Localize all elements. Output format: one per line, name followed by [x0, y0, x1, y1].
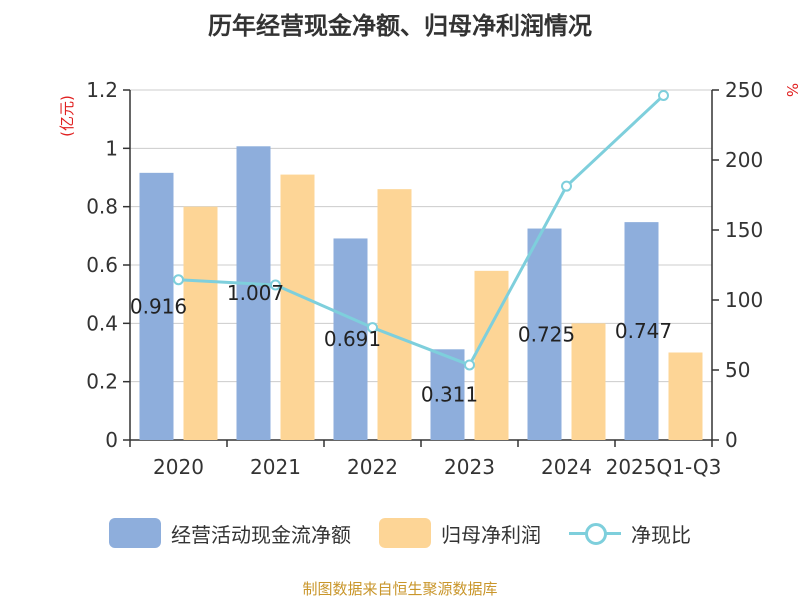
y-right-unit-label: %	[783, 83, 800, 97]
bar-net-profit	[475, 271, 509, 440]
point-ratio	[562, 182, 571, 191]
legend-swatch-cashflow	[109, 518, 161, 548]
chart-legend: 经营活动现金流净额 归母净利润 净现比	[0, 518, 800, 548]
legend-item-cashflow: 经营活动现金流净额	[109, 518, 351, 548]
y-right-tick-label: 50	[725, 358, 750, 382]
y-right-tick-label: 250	[725, 78, 763, 102]
x-tick-label: 2024	[541, 455, 592, 479]
y-left-tick-label: 0.8	[86, 195, 118, 219]
y-left-tick-label: 0.6	[86, 253, 118, 277]
y-right-tick-label: 100	[725, 288, 763, 312]
y-left-tick-label: 1	[105, 136, 118, 160]
y-left-unit-label: (亿元)	[58, 95, 76, 137]
data-label-cashflow: 0.747	[615, 319, 672, 343]
y-right-tick-label: 0	[725, 428, 738, 452]
bar-net-profit	[669, 353, 703, 441]
point-ratio	[174, 275, 183, 284]
legend-label-net-profit: 归母净利润	[441, 519, 541, 548]
x-tick-label: 2025Q1-Q3	[606, 455, 722, 479]
y-left-tick-label: 0.4	[86, 311, 118, 335]
source-note: 制图数据来自恒生聚源数据库	[0, 578, 800, 599]
bar-net-profit	[281, 175, 315, 440]
point-ratio	[659, 91, 668, 100]
legend-item-ratio: 净现比	[569, 518, 691, 548]
data-label-cashflow: 0.311	[421, 383, 478, 407]
x-tick-label: 2020	[153, 455, 204, 479]
x-tick-label: 2021	[250, 455, 301, 479]
legend-swatch-ratio	[569, 518, 621, 548]
y-left-tick-label: 0	[105, 428, 118, 452]
point-ratio	[465, 360, 474, 369]
data-label-cashflow: 1.007	[227, 281, 284, 305]
legend-item-net-profit: 归母净利润	[379, 518, 541, 548]
y-left-tick-label: 1.2	[86, 78, 118, 102]
x-tick-label: 2022	[347, 455, 398, 479]
bar-net-profit	[184, 207, 218, 440]
bar-net-profit	[378, 189, 412, 440]
x-tick-label: 2023	[444, 455, 495, 479]
y-right-tick-label: 200	[725, 148, 763, 172]
data-label-cashflow: 0.725	[518, 322, 575, 346]
legend-label-cashflow: 经营活动现金流净额	[171, 519, 351, 548]
legend-swatch-net-profit	[379, 518, 431, 548]
y-right-tick-label: 150	[725, 218, 763, 242]
data-label-cashflow: 0.916	[130, 294, 187, 318]
data-label-cashflow: 0.691	[324, 327, 381, 351]
bar-net-profit	[572, 323, 606, 440]
y-left-tick-label: 0.2	[86, 370, 118, 394]
legend-label-ratio: 净现比	[631, 519, 691, 548]
